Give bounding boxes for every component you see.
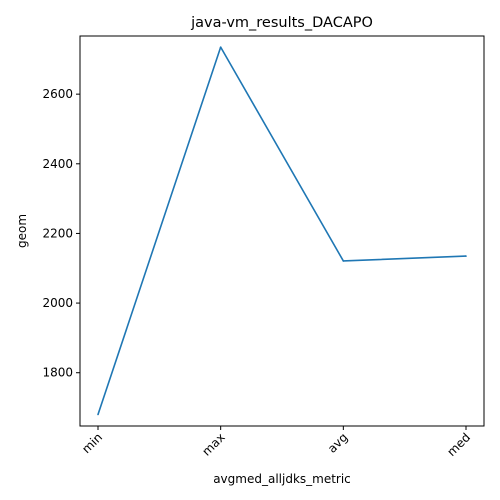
plot-area-frame [79, 35, 485, 427]
x-tick-label: max [199, 430, 227, 458]
series-layer [97, 46, 467, 416]
y-tick-label: 2600 [42, 87, 73, 101]
chart-title: java-vm_results_DACAPO [190, 15, 373, 31]
x-axis-label: avgmed_alljdks_metric [213, 472, 351, 486]
data-point [342, 260, 345, 262]
y-axis: 1800 2000 2200 2400 2600 [42, 87, 80, 380]
y-axis-label: geom [15, 214, 29, 248]
x-axis: min max avg med [79, 426, 473, 459]
y-tick-label: 2200 [42, 226, 73, 240]
data-point [465, 255, 467, 257]
data-point [97, 413, 99, 416]
series-line [97, 46, 467, 415]
y-tick-label: 2000 [42, 296, 73, 310]
data-point [219, 46, 222, 48]
y-tick-label: 2400 [42, 157, 73, 171]
x-tick-label: avg [325, 430, 351, 456]
x-tick-label: min [79, 430, 105, 456]
y-tick-label: 1800 [42, 366, 73, 380]
x-tick-label: med [444, 430, 473, 459]
